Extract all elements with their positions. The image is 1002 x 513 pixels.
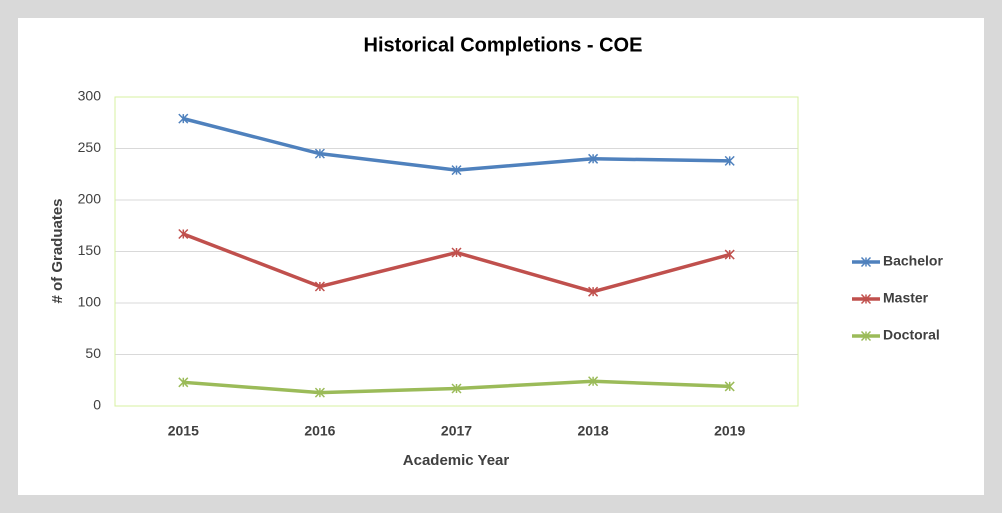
marker <box>724 381 735 392</box>
chart-panel <box>18 18 984 495</box>
marker <box>178 113 189 124</box>
legend-label: Bachelor <box>883 253 943 269</box>
marker <box>588 153 599 164</box>
marker <box>724 155 735 166</box>
marker <box>724 249 735 260</box>
legend-marker <box>860 330 872 342</box>
y-tick-label: 150 <box>78 242 102 258</box>
x-axis-label: Academic Year <box>403 452 510 469</box>
chart-title: Historical Completions - COE <box>364 34 643 56</box>
y-tick-label: 250 <box>78 139 102 155</box>
marker <box>314 387 325 398</box>
x-tick-label: 2018 <box>578 423 609 439</box>
x-tick-label: 2015 <box>168 423 199 439</box>
marker <box>451 165 462 176</box>
x-tick-label: 2017 <box>441 423 472 439</box>
marker <box>314 281 325 292</box>
marker <box>588 286 599 297</box>
y-tick-label: 200 <box>78 191 102 207</box>
legend-marker <box>860 293 872 305</box>
marker <box>451 383 462 394</box>
legend-label: Doctoral <box>883 327 940 343</box>
y-tick-label: 50 <box>85 345 101 361</box>
y-axis-label: # of Graduates <box>49 198 66 303</box>
marker <box>178 228 189 240</box>
plot-area <box>114 96 799 407</box>
y-tick-label: 300 <box>78 88 102 104</box>
y-tick-label: 100 <box>78 294 102 310</box>
marker <box>178 377 189 388</box>
x-tick-label: 2016 <box>304 423 335 439</box>
legend-label: Master <box>883 290 929 306</box>
marker <box>451 247 462 258</box>
marker <box>314 148 325 159</box>
marker <box>588 376 599 387</box>
x-tick-label: 2019 <box>714 423 745 439</box>
legend-marker <box>860 256 872 268</box>
y-tick-label: 0 <box>93 397 101 413</box>
